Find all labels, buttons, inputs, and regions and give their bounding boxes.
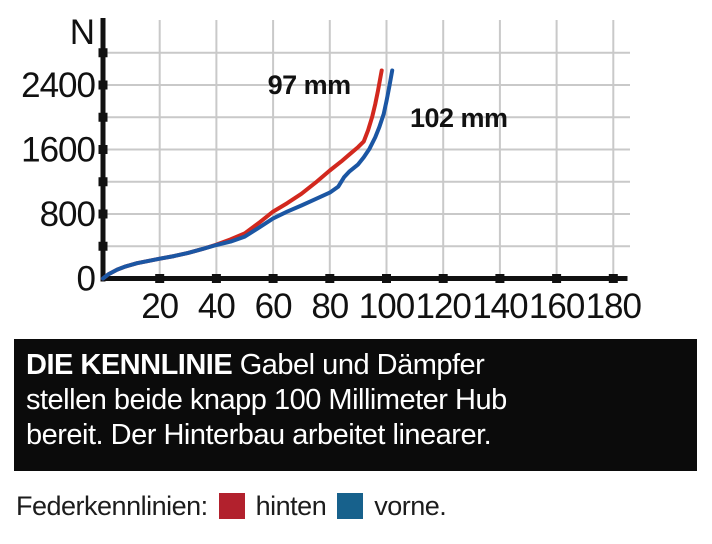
legend-label-hinten: hinten — [255, 490, 327, 521]
legend: Federkennlinien: hinten vorne. — [16, 490, 447, 521]
x-tick-label: 60 — [255, 287, 292, 326]
series-lines — [101, 68, 395, 281]
y-tick-label: 2400 — [21, 66, 95, 105]
axis-labels: N 0 800 1600 2400 20 40 60 80 100 120 140 160 180 — [21, 13, 642, 326]
y-tick-label: 800 — [40, 195, 96, 234]
x-axis — [100, 276, 628, 281]
caption-line-3-text: bereit. Der Hinterbau arbeitet linearer. — [26, 419, 492, 451]
x-tick-label: 80 — [311, 287, 348, 326]
caption-banner: DIE KENNLINIE Gabel und Dämpfer stellen … — [14, 339, 697, 471]
curve-annotations: 97 mm 102 mm — [268, 70, 509, 133]
chart-svg: N 0 800 1600 2400 20 40 60 80 100 120 140 160 180 97 m… — [21, 13, 642, 326]
caption-lead: DIE KENNLINIE — [26, 349, 233, 381]
x-tick-label: 120 — [415, 287, 471, 326]
caption-line-2: stellen beide knapp 100 Millimeter Hub — [26, 383, 685, 418]
legend-swatch-vorne — [337, 493, 364, 519]
y-tick-label: 1600 — [21, 131, 95, 170]
caption-line-1-text: Gabel und Dämpfer — [232, 349, 485, 381]
legend-label-vorne: vorne. — [374, 490, 447, 521]
legend-swatch-hinten — [218, 493, 245, 519]
x-tick-label: 100 — [359, 287, 415, 326]
x-tick-label: 140 — [472, 287, 528, 326]
annotation-label: 102 mm — [410, 103, 508, 133]
x-tick-label: 20 — [141, 287, 178, 326]
caption-line-2-text: stellen beide knapp 100 Millimeter Hub — [26, 384, 507, 416]
gridlines — [103, 20, 630, 279]
x-tick-label: 40 — [198, 287, 235, 326]
y-axis-unit: N — [70, 13, 94, 52]
series-vorne — [101, 68, 395, 281]
annotation-label: 97 mm — [268, 70, 351, 100]
series-hinten — [101, 68, 384, 281]
spring-rate-chart: N 0 800 1600 2400 20 40 60 80 100 120 140 160 180 97 m… — [21, 13, 642, 326]
caption-line-1: DIE KENNLINIE Gabel und Dämpfer — [26, 348, 685, 383]
y-tick-label: 0 — [77, 260, 96, 299]
x-tick-label: 160 — [529, 287, 585, 326]
axes — [98, 18, 628, 283]
caption-line-3: bereit. Der Hinterbau arbeitet linearer. — [26, 418, 685, 453]
x-tick-label: 180 — [586, 287, 642, 326]
legend-title: Federkennlinien: — [16, 490, 208, 521]
